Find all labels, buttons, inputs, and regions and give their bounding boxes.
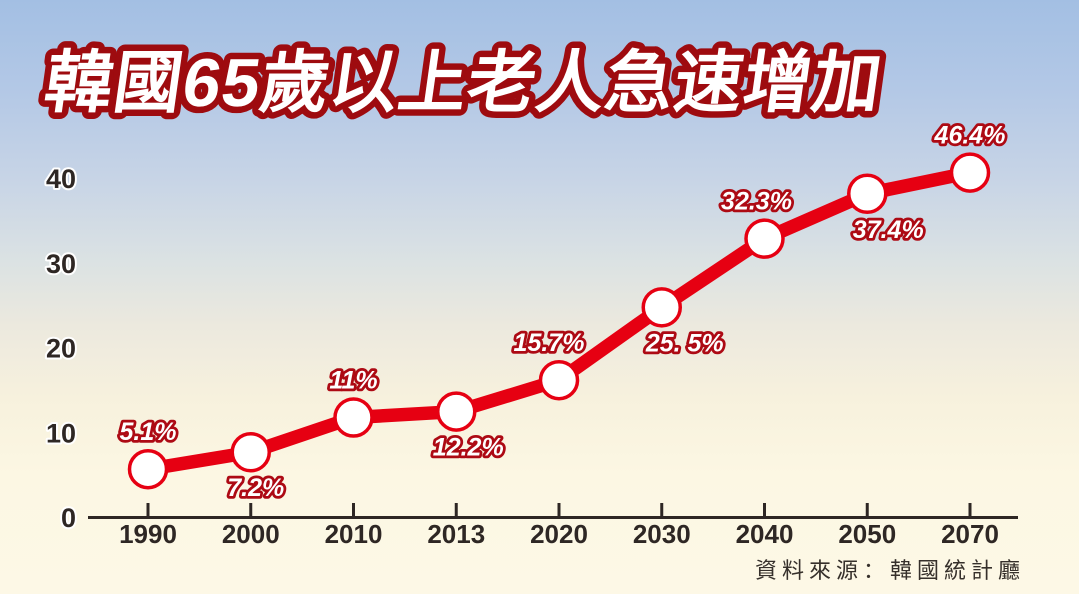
data-point-label: 7.2% (227, 474, 284, 502)
data-point-marker (538, 359, 580, 401)
chart-title: 韓國65歲以上老人急速增加 (40, 45, 887, 121)
x-axis-label: 1990 (119, 519, 177, 549)
data-point-marker (436, 391, 477, 432)
x-axis-label: 2050 (838, 519, 896, 549)
data-point-marker (641, 287, 682, 328)
data-point-marker (127, 448, 169, 490)
x-axis-label: 2030 (633, 519, 691, 549)
y-axis-label: 20 (46, 334, 76, 364)
data-point-marker (333, 397, 374, 438)
y-axis-label: 30 (46, 249, 76, 279)
data-point-marker (949, 152, 991, 193)
data-point-label: 5.1% (120, 418, 177, 446)
x-axis-label: 2013 (427, 519, 485, 549)
data-point-marker (847, 173, 888, 215)
source-note: 資料來源：韓國統計廳 (754, 558, 1025, 583)
data-point-label: 37.4% (853, 216, 924, 244)
x-axis-label: 2040 (736, 519, 794, 549)
plot-area: 1990 2000 2010 2013 2020 2030 2040 2050 20700102… (44, 119, 1018, 549)
trend-line (141, 165, 977, 476)
data-point-marker (744, 218, 785, 259)
data-point-label: 11% (329, 366, 377, 394)
chart-title-group: 韓國65歲以上老人急速增加 (34, 39, 894, 128)
y-axis-label: 10 (46, 418, 76, 448)
data-point-label: 25. 5% (645, 329, 724, 357)
y-axis-label: 40 (46, 164, 76, 194)
data-point-label: 12.2% (433, 434, 504, 462)
x-axis-label: 2020 (530, 519, 588, 549)
x-axis-label: 2070 (941, 519, 999, 549)
y-axis-label: 0 (61, 503, 76, 533)
data-point-label: 32.3% (721, 188, 792, 216)
x-axis-label: 2010 (325, 519, 383, 549)
data-point-marker (230, 431, 271, 473)
x-axis-label: 2000 (222, 519, 280, 549)
data-point-label: 15.7% (514, 329, 585, 357)
data-point-label: 46.4% (934, 122, 1006, 150)
